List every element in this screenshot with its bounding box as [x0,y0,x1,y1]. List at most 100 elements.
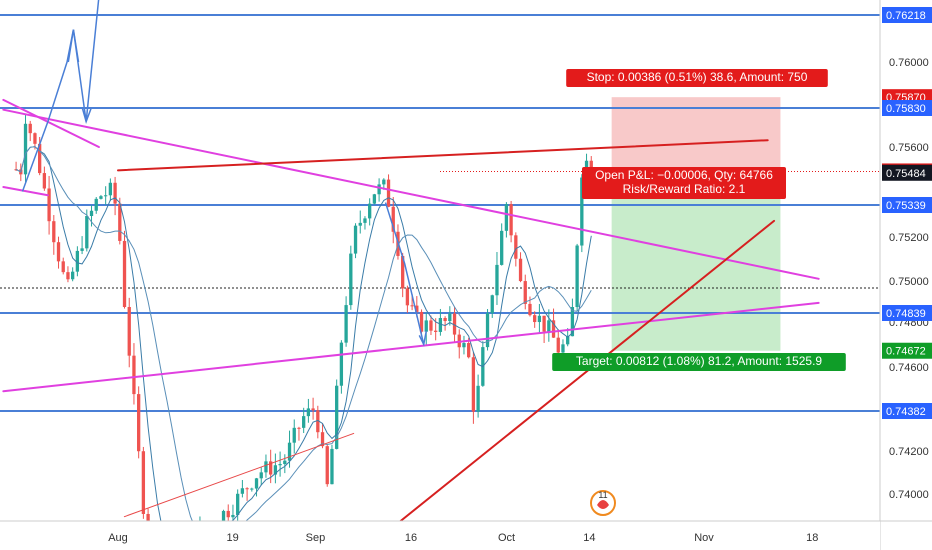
candle-body [292,427,296,443]
candle-body [61,261,65,273]
candle-body [23,123,28,175]
candle-body [316,410,320,433]
candle [127,297,131,368]
candle-body [424,320,428,332]
candle-body [344,305,348,343]
candle-body [504,204,509,231]
stop-label-box-text: Stop: 0.00386 (0.51%) 38.6, Amount: 750 [587,70,808,84]
candle-body [500,230,504,265]
moving-averages [15,146,592,529]
x-tick-label: Sep [306,532,326,544]
price-tag: 0.74382 [882,403,932,419]
candle [443,316,447,331]
y-tick-label: 0.75200 [889,232,929,244]
candle [533,311,537,328]
candle [108,178,113,202]
candle-body [42,173,47,189]
candle-body [533,315,537,323]
pnl-label-box: Open P&L: −0.00006, Qty: 64766Risk/Rewar… [582,167,786,199]
candle-body [429,320,433,331]
candle-body [419,311,424,332]
candle-body [28,123,32,134]
candle-body [245,488,249,490]
candle-body [259,472,263,479]
candle-body [264,461,268,473]
target-zone [611,172,781,351]
candle [330,444,334,485]
y-tick-label: 0.74200 [889,446,929,458]
candle [495,252,499,305]
candle-body [434,330,438,332]
stop-zone [611,97,781,173]
price-tag-label: 0.74382 [886,406,926,418]
candle-body [386,179,391,207]
candle [386,174,391,208]
blue-arrowhead [67,29,80,63]
candle [66,266,70,283]
candle-body [137,394,141,452]
candle [339,340,344,394]
candle-body [391,206,395,232]
candle [311,397,315,420]
candle-body [231,514,235,518]
candle [424,312,428,345]
candle [429,315,433,336]
time-axis[interactable]: Aug 19 Sep 16 Oct 14 Nov 18 [0,520,932,550]
x-tick-label: 16 [405,532,417,544]
position-zones [611,97,781,351]
candle-body [410,305,414,307]
price-tag: 0.76218 [882,7,932,23]
price-tag: 0.74839 [882,305,932,321]
candle [226,504,230,523]
candle-body [122,240,127,308]
candle [471,352,476,424]
candle-body [471,357,476,412]
candle-body [108,182,113,196]
candle [118,197,122,245]
candle [113,176,117,216]
magenta-trendline-short [2,98,100,148]
candle-body [382,179,386,185]
candle-body [528,303,532,316]
candle [80,236,84,255]
candle-body [363,218,367,223]
candle-body [104,195,108,197]
candle-body [250,488,254,490]
candle [254,477,259,497]
candle [358,210,362,234]
candle [302,407,306,434]
candle [481,341,485,387]
candle-body [405,288,410,306]
candle [306,398,311,423]
candle-body [339,342,344,386]
candle [71,267,75,282]
candle [438,308,443,336]
target-label-box-bg [552,353,846,371]
candle-body [462,343,466,348]
candle-body [320,432,325,447]
candle [485,309,490,351]
candle [99,194,103,200]
candle [273,453,278,484]
candle [292,419,296,454]
price-axis[interactable]: 0.760000.756000.752000.750000.748000.746… [879,0,932,550]
price-tag-label: 0.75830 [886,103,926,115]
candle [122,230,127,309]
candle [419,309,424,334]
price-tag-label: 0.76218 [886,10,926,22]
x-tick-label: Oct [498,532,515,544]
candle-body [283,460,287,465]
candle-body [38,143,42,174]
candle [316,405,320,439]
y-tick-label: 0.74000 [889,489,929,501]
candle-body [509,204,513,236]
candle [547,309,551,342]
candle [518,252,523,283]
magenta-trendline-upper [2,108,820,280]
candle-body [52,221,56,243]
candle-body [71,271,75,280]
candle [523,274,527,310]
candle-body [438,317,443,332]
moving-average-fast [15,146,592,529]
